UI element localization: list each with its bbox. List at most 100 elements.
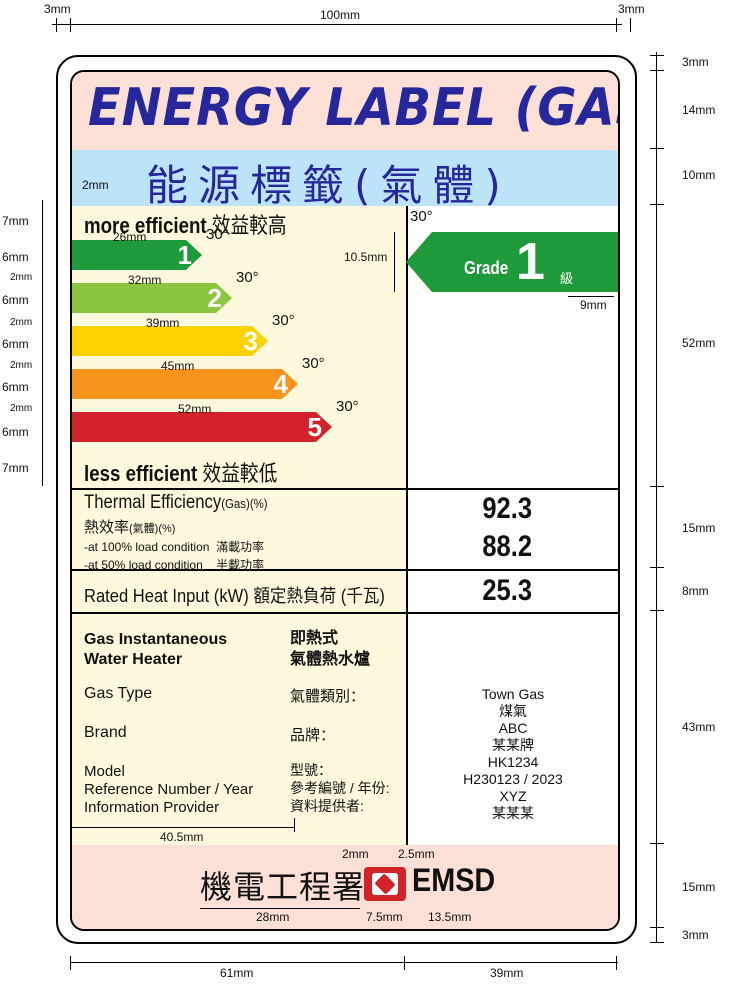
- dim-left-10: 7mm: [2, 461, 29, 475]
- grade-bar-angle: 30°: [236, 269, 259, 286]
- dim-right-5: 8mm: [682, 584, 709, 598]
- dim-left-3: 6mm: [2, 293, 29, 307]
- dim-zh-offset: 2mm: [82, 178, 109, 192]
- dim-right-0: 3mm: [682, 55, 709, 69]
- grade-bar-length: 45mm: [161, 359, 195, 373]
- product-type-zh: 即熱式 氣體熱水爐: [290, 630, 371, 668]
- left-dimension-line: [42, 200, 43, 486]
- product-type-en: Gas Instantaneous Water Heater: [84, 631, 228, 668]
- title-zh: 能源標籤(氣體): [146, 161, 511, 210]
- grade-bar-1: 1: [72, 240, 202, 270]
- dim-logo-mark: 7.5mm: [366, 910, 403, 924]
- grade-label: Grade: [464, 258, 509, 278]
- dim-right-2: 10mm: [682, 168, 716, 182]
- heat-input-value: 25.3: [482, 574, 533, 607]
- provider-value-zh: 某某某: [492, 805, 534, 821]
- model-labels: Model Reference Number / Year Information …: [84, 763, 254, 816]
- dim-logo-line: [200, 908, 360, 909]
- ref-value: H230123 / 2023: [463, 771, 563, 787]
- dim-top-center: 100mm: [320, 8, 361, 22]
- brand-label: Brand: [84, 724, 127, 741]
- thermal-load100: -at 100% load condition 滿載功率: [84, 540, 265, 554]
- grade-bar-number: 4: [273, 369, 288, 399]
- dim-tick: [650, 610, 664, 611]
- dim-tick: [294, 818, 295, 832]
- top-dimension-line: [52, 24, 622, 25]
- footer-band: [72, 845, 618, 929]
- brand-label-zh: 品牌：: [290, 727, 336, 744]
- right-dimension-line: [656, 52, 657, 942]
- grade-bar-length: 32mm: [128, 273, 162, 287]
- dim-tick: [616, 956, 617, 970]
- right-column: [406, 206, 618, 929]
- dim-arrow-tip: 9mm: [580, 298, 607, 312]
- dim-logo-text-en: 13.5mm: [428, 910, 472, 924]
- divider: [72, 569, 618, 571]
- gas-type-value-zh: 煤氣: [499, 703, 527, 719]
- grade-bar-5: 5: [72, 412, 332, 442]
- dim-left-1: 6mm: [2, 250, 29, 264]
- agency-en: EMSD: [412, 862, 496, 898]
- info-values: Town Gas 煤氣 ABC 某某牌 HK1234 H230123 / 202…: [408, 686, 618, 822]
- grade-bar-3: 3: [72, 326, 268, 356]
- dim-right-7: 15mm: [682, 880, 716, 894]
- grade-bar-angle: 30°: [336, 398, 359, 415]
- brand-value: ABC: [498, 720, 528, 736]
- dim-tick: [650, 148, 664, 149]
- title-en: ENERGY LABEL (GAS): [88, 78, 620, 138]
- title-en-band: ENERGY LABEL (GAS): [72, 72, 618, 150]
- dim-arrow-height: 10.5mm: [344, 250, 388, 264]
- grade-bar-angle: 30°: [206, 226, 229, 243]
- dim-left-7: 6mm: [2, 380, 29, 394]
- dim-left-4: 2mm: [10, 317, 33, 328]
- grade-bar-2: 2: [72, 283, 232, 313]
- dim-info-col-line: [72, 827, 294, 828]
- dim-tick: [650, 486, 664, 487]
- thermal-title: Thermal Efficiency(Gas)(%): [84, 492, 268, 513]
- grade-bar-number: 1: [177, 240, 192, 270]
- grade-arrow-shape: [406, 232, 618, 292]
- dim-tick: [650, 567, 664, 568]
- dim-left-5: 6mm: [2, 337, 29, 351]
- thermal-value-100: 92.3: [482, 492, 533, 525]
- dim-tick: [650, 55, 664, 56]
- dim-tick: [404, 956, 405, 970]
- dim-tick: [650, 70, 664, 71]
- grade-bar-angle: 30°: [302, 355, 325, 372]
- dim-logo-text-zh: 28mm: [256, 910, 290, 924]
- less-efficient-label: less efficient 效益較低: [84, 461, 278, 486]
- grade-label-zh: 級: [560, 271, 574, 286]
- dim-left-6: 2mm: [10, 360, 33, 371]
- model-labels-zh: 型號： 參考編號 / 年份: 資料提供者:: [290, 762, 390, 814]
- dim-arrow-tip-line: [568, 296, 614, 297]
- dim-right-3: 52mm: [682, 336, 716, 350]
- dim-logo-gap-left: 2mm: [342, 847, 369, 861]
- heat-input-label: Rated Heat Input (kW) 額定熱負荷 (千瓦): [84, 586, 385, 606]
- dim-tick: [616, 18, 617, 32]
- dim-right-6: 43mm: [682, 720, 716, 734]
- gas-type-label: Gas Type: [84, 685, 153, 702]
- grade-value: 1: [516, 233, 545, 291]
- gas-type-label-zh: 氣體類別：: [290, 688, 366, 705]
- thermal-value-50: 88.2: [482, 530, 533, 563]
- grade-bar-number: 5: [307, 412, 322, 442]
- divider: [72, 612, 618, 614]
- dim-tick: [650, 204, 664, 205]
- dim-tick: [630, 18, 631, 32]
- more-efficient-label: more efficient 效益較高: [84, 213, 287, 238]
- dim-top-right: 3mm: [618, 2, 645, 16]
- grade-arrow: [406, 232, 618, 292]
- grade-bar-length: 52mm: [178, 402, 212, 416]
- dim-tick: [70, 18, 71, 32]
- dim-arrow-height-line: [394, 232, 395, 292]
- dim-right-8: 3mm: [682, 928, 709, 942]
- dim-bottom-right: 39mm: [490, 966, 524, 980]
- grade-bar-length: 26mm: [113, 230, 147, 244]
- dim-left-2: 2mm: [10, 272, 33, 283]
- agency-zh: 機電工程署: [200, 869, 366, 905]
- dim-tick: [650, 927, 664, 928]
- dim-angle: 30°: [410, 208, 433, 225]
- model-value: HK1234: [487, 754, 539, 770]
- provider-value: XYZ: [499, 788, 527, 804]
- dim-top-left: 3mm: [44, 2, 71, 16]
